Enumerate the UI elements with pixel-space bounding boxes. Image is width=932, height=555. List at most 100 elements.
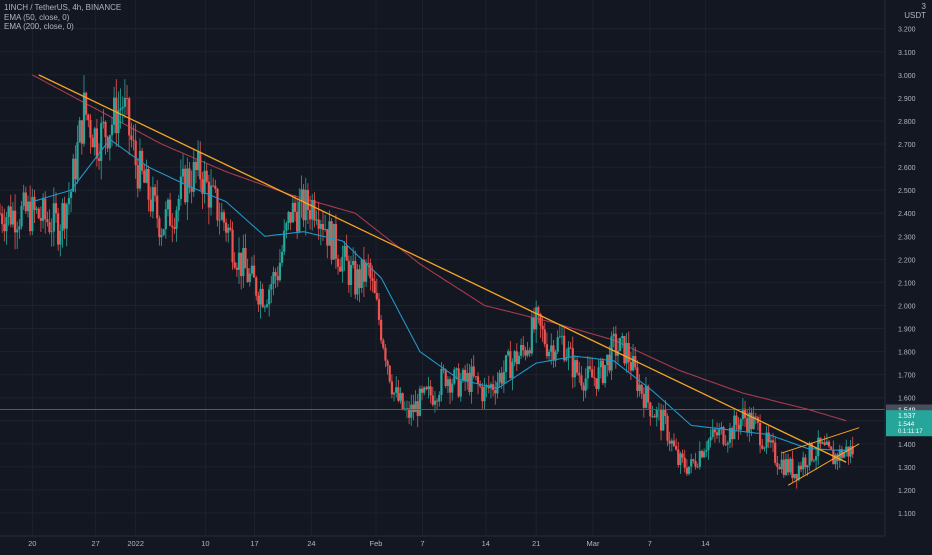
candle: [283, 219, 286, 256]
candle: [726, 440, 729, 453]
candle-body: [192, 161, 195, 192]
candle: [679, 451, 682, 474]
candle: [483, 378, 486, 410]
candle-body: [80, 120, 83, 144]
price-axis: 1.1001.2001.3001.4001.5001.6001.7001.800…: [884, 0, 932, 550]
candle-body: [810, 442, 813, 461]
candle-body: [623, 336, 626, 364]
candle-body: [321, 223, 325, 230]
candle: [472, 355, 475, 379]
candle-body: [726, 442, 729, 445]
time-tick-label: 17: [250, 539, 258, 548]
candle: [787, 453, 790, 476]
candle: [705, 441, 708, 457]
candle: [259, 280, 262, 319]
candle-body: [528, 350, 531, 354]
candle: [175, 206, 178, 242]
candle-body: [448, 379, 452, 393]
candle: [647, 384, 650, 410]
candle-body: [774, 442, 777, 463]
candle: [795, 473, 798, 489]
candle: [765, 425, 768, 455]
candle-body: [763, 447, 766, 449]
candle-body: [498, 372, 501, 383]
candle-body: [100, 123, 103, 161]
candle: [143, 164, 146, 184]
candle-body: [414, 401, 417, 413]
candle: [291, 197, 294, 223]
candle: [563, 327, 566, 363]
candle: [748, 406, 751, 442]
current-price-sub2: 0.1:11:17: [898, 429, 923, 435]
current-price-sub1: 1.544: [898, 421, 915, 428]
candle-body: [54, 203, 58, 214]
candle: [328, 210, 331, 246]
candle: [121, 96, 124, 124]
candle: [319, 219, 322, 246]
candle: [272, 266, 275, 296]
candle: [567, 341, 570, 371]
candle: [724, 435, 727, 446]
candle: [554, 349, 557, 368]
candle: [623, 335, 626, 366]
candle: [750, 407, 753, 436]
candle: [128, 96, 131, 155]
price-tick-label: 1.700: [898, 373, 916, 380]
candle-body: [67, 197, 71, 205]
candle: [425, 385, 428, 391]
candle-body: [420, 388, 424, 393]
candle: [444, 368, 447, 389]
price-tick-label: 2.700: [898, 142, 916, 149]
candle-body: [130, 135, 133, 140]
candle-body: [483, 387, 486, 402]
candle: [427, 376, 430, 399]
candle-body: [242, 247, 245, 277]
candle-body: [222, 212, 226, 223]
candle-body: [214, 185, 217, 189]
candle-body: [201, 179, 204, 194]
candle: [194, 159, 198, 184]
candle-body: [304, 189, 307, 221]
candle: [134, 123, 137, 179]
price-axis-background: [885, 0, 932, 550]
price-tick-label: 2.100: [898, 280, 916, 287]
candle: [504, 354, 508, 383]
candle: [397, 379, 400, 403]
candle-body: [733, 415, 736, 440]
candle: [735, 411, 738, 431]
candle: [591, 357, 594, 378]
candle-body: [679, 453, 682, 466]
candle-body: [612, 333, 615, 337]
candle: [24, 186, 27, 214]
candle: [171, 213, 174, 243]
candle-body: [410, 404, 413, 418]
candle: [832, 440, 835, 465]
candle: [709, 429, 712, 448]
price-tick-label: 1.300: [898, 465, 916, 472]
candle-body: [177, 198, 180, 211]
candle: [265, 299, 269, 309]
candle: [524, 346, 527, 361]
candle: [242, 234, 245, 288]
candle: [201, 171, 204, 210]
candle: [683, 449, 686, 473]
candle: [586, 355, 589, 390]
candle: [845, 439, 848, 457]
candle-body: [845, 446, 848, 453]
candle: [229, 219, 232, 232]
candle: [158, 215, 161, 246]
candle: [324, 214, 327, 232]
candle: [778, 464, 781, 470]
candle: [214, 179, 217, 194]
candle: [69, 189, 73, 213]
candle: [545, 332, 549, 360]
candle-body: [474, 376, 477, 378]
candle-body: [128, 98, 131, 136]
candle: [330, 218, 333, 265]
candle-body: [52, 203, 55, 232]
candle-body: [683, 457, 686, 468]
candle-body: [547, 351, 551, 357]
candle-body: [681, 453, 684, 458]
